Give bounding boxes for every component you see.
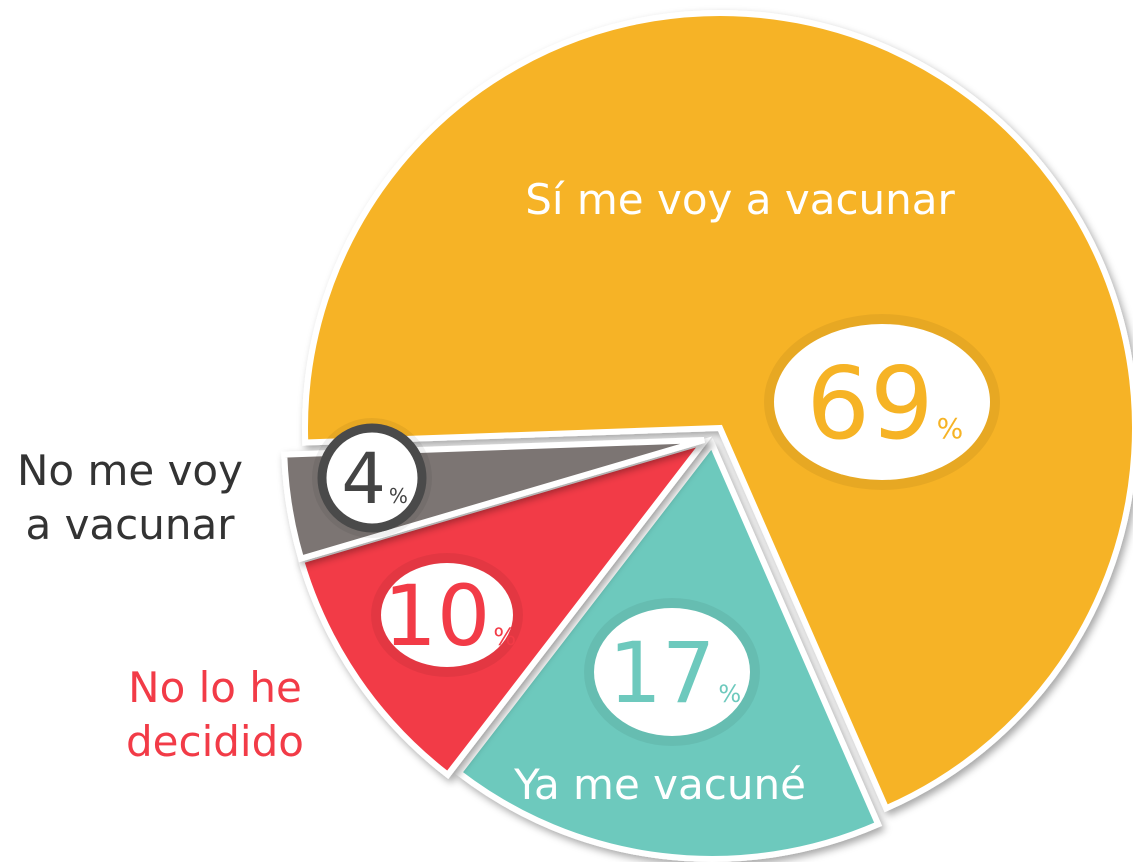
badge [381,563,513,667]
value-unit: % [493,623,516,651]
value-unit: % [718,680,741,708]
category-label: Sí me voy a vacunar [525,175,955,224]
value-label: 69 [806,345,933,462]
category-label: No lo he decidido [126,663,304,766]
value-label: 17 [608,624,715,722]
badge [774,324,990,480]
pie-slice [302,10,1133,813]
value-unit: % [389,484,408,508]
category-label: Ya me vacuné [514,760,806,809]
badge [594,608,750,736]
value-unit: % [937,412,964,445]
value-label: 4 [341,438,386,520]
category-label: No me voy a vacunar [17,446,243,549]
value-label: 10 [383,567,490,665]
badge [317,423,427,533]
